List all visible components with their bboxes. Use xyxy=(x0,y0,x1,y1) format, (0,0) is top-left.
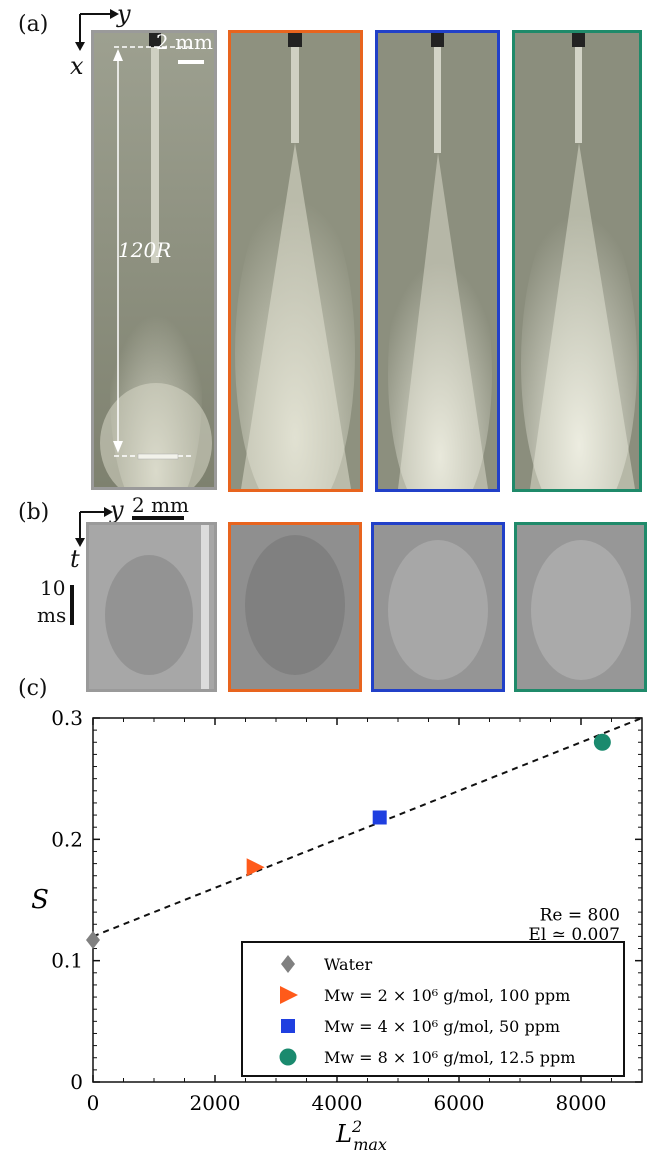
legend-marker-1 xyxy=(281,955,295,973)
legend-label-2: Mw = 2 × 10⁶ g/mol, 100 ppm xyxy=(324,986,570,1005)
panel-a-x-axis-label: x xyxy=(70,52,84,80)
legend-box xyxy=(241,941,625,1077)
panel-b-time-scale-bar xyxy=(70,585,74,625)
fit-line xyxy=(92,717,643,938)
annotation-el: El ≃ 0.007 xyxy=(528,925,620,945)
legend-label-1: Water xyxy=(324,955,372,974)
y-tick-label: 0.1 xyxy=(51,949,83,973)
data-point-2 xyxy=(246,858,265,877)
x-ticks: 0 2000 4000 6000 8000 xyxy=(87,718,612,1115)
jet-image-mw4-graphic xyxy=(378,33,497,489)
jet-image-water-graphic xyxy=(94,33,214,487)
data-points xyxy=(86,733,611,950)
data-point-3 xyxy=(372,810,387,825)
x-tick-label: 8000 xyxy=(556,1091,607,1115)
strip-image-mw4-graphic xyxy=(374,525,502,689)
jet-image-mw8-graphic xyxy=(515,33,639,489)
panel-b-axes-icon xyxy=(75,507,113,547)
panel-b-scale-label: 2 mm xyxy=(132,493,190,517)
panel-a-label: (a) xyxy=(18,12,49,37)
y-axis-label: S xyxy=(31,885,49,915)
jet-image-water xyxy=(91,30,217,490)
legend-marker-4 xyxy=(279,1048,297,1066)
jet-image-mw8 xyxy=(512,30,642,492)
legend-label-3: Mw = 4 × 10⁶ g/mol, 50 ppm xyxy=(324,1017,560,1036)
annotation-re: Re = 800 xyxy=(540,906,620,926)
scatter-chart: 0 2000 4000 6000 8000 0 0.1 0.2 0.3 L2 max S Re … xyxy=(31,706,643,1154)
jet-image-mw2-graphic xyxy=(231,33,360,489)
strip-image-mw2 xyxy=(228,522,362,692)
x-tick-label: 2000 xyxy=(190,1091,241,1115)
strip-image-mw8 xyxy=(514,522,647,692)
jet-image-mw2 xyxy=(228,30,363,492)
y-tick-label: 0.3 xyxy=(51,706,83,730)
panel-a-scale-label: 2 mm xyxy=(156,30,214,54)
y-tick-label: 0.2 xyxy=(51,827,83,851)
legend-marker-3 xyxy=(281,1019,295,1033)
panel-b-t-axis-label: t xyxy=(70,545,80,573)
panel-a-y-axis-label: y xyxy=(117,0,131,28)
strip-image-water xyxy=(86,522,217,692)
panel-a-axes-icon xyxy=(75,9,119,51)
panel-b-scale-bar xyxy=(132,516,184,520)
strip-image-water-graphic xyxy=(89,525,214,689)
legend: Water Mw = 2 × 10⁶ g/mol, 100 ppm Mw = 4 ×… xyxy=(241,941,625,1077)
legend-label-4: Mw = 8 × 10⁶ g/mol, 12.5 ppm xyxy=(324,1048,575,1067)
x-tick-label: 6000 xyxy=(434,1091,485,1115)
x-axis-label: L2 max xyxy=(335,1117,387,1154)
y-ticks: 0 0.1 0.2 0.3 xyxy=(51,706,642,1094)
panel-b-label: (b) xyxy=(18,500,50,525)
data-point-4 xyxy=(593,733,611,751)
x-tick-label: 4000 xyxy=(312,1091,363,1115)
panel-b-y-axis-label: y xyxy=(110,496,124,524)
strip-image-mw4 xyxy=(371,522,505,692)
panel-b-time-value: 10 xyxy=(40,576,66,600)
y-tick-label: 0 xyxy=(70,1070,83,1094)
strip-image-mw2-graphic xyxy=(231,525,359,689)
panel-c-label: (c) xyxy=(18,676,48,701)
panel-b-time-unit: ms xyxy=(37,603,67,627)
panel-a-length-label: 120R xyxy=(118,238,172,262)
x-tick-label: 0 xyxy=(87,1091,100,1115)
jet-image-mw4 xyxy=(375,30,500,492)
legend-marker-2 xyxy=(280,986,298,1004)
panel-a-scale-bar xyxy=(178,60,204,64)
strip-image-mw8-graphic xyxy=(517,525,644,689)
